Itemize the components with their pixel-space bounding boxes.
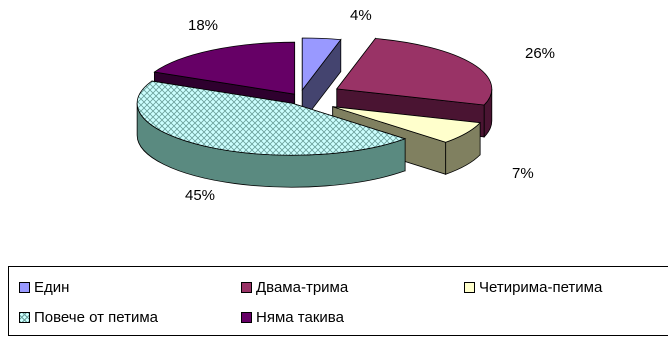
data-label-edin: 4% xyxy=(350,7,372,24)
legend-swatch xyxy=(241,312,252,323)
pie-slice-edin xyxy=(301,37,342,124)
legend-label: Няма такива xyxy=(256,309,344,326)
legend-label: Повече от петима xyxy=(34,309,159,326)
legend-label: Един xyxy=(34,279,70,296)
data-label-poveche-ot-petima: 45% xyxy=(185,187,215,204)
legend-swatch xyxy=(241,282,252,293)
data-label-nyama-takiva: 18% xyxy=(188,17,218,34)
pie-slice-poveche-ot-petima xyxy=(136,80,407,188)
legend-swatch xyxy=(19,312,30,323)
pie-slice-top xyxy=(136,80,407,156)
legend-item-chetirima-petima: Четирима-петима xyxy=(464,279,602,296)
chart-legend: Един Двама-трима Четирима-петима Повече … xyxy=(8,266,668,336)
legend-item-dvama-trima: Двама-трима xyxy=(241,279,348,296)
pie-slice-top xyxy=(332,106,481,143)
pie-chart: 4% 26% 7% 45% 18% xyxy=(136,7,555,204)
pie-slice-top xyxy=(153,41,296,95)
legend-item-edin: Един xyxy=(19,279,69,296)
legend-item-nyama-takiva: Няма такива xyxy=(241,309,344,326)
data-label-chetirima-petima: 7% xyxy=(512,165,534,182)
legend-label: Четирима-петима xyxy=(479,279,603,296)
data-label-dvama-trima: 26% xyxy=(525,45,555,62)
legend-item-poveche-ot-petima: Повече от петима xyxy=(19,309,158,326)
legend-label: Двама-трима xyxy=(256,279,349,296)
pie-slice-top xyxy=(301,37,342,92)
legend-swatch xyxy=(19,282,30,293)
legend-swatch xyxy=(464,282,475,293)
pie-slice-top xyxy=(336,38,493,106)
